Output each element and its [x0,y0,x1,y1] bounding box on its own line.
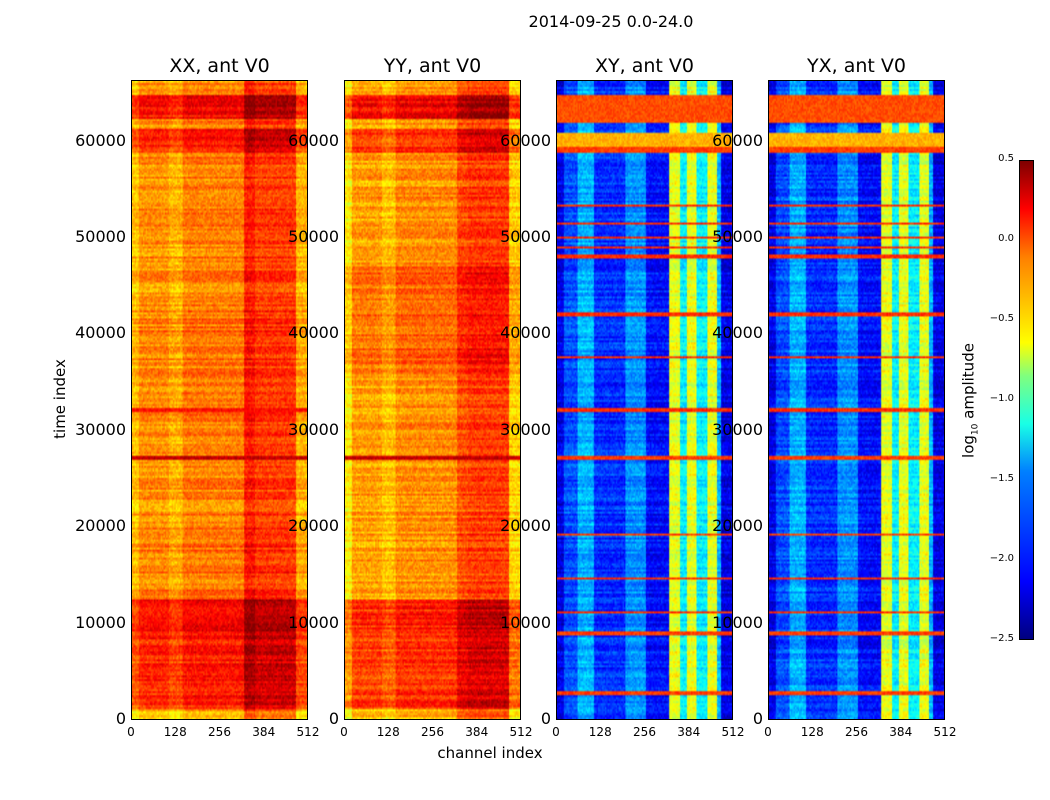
y-tick-label: 20000 [712,516,763,536]
y-tick-label: 10000 [712,612,763,632]
y-tick-label: 60000 [500,130,551,150]
x-tick-label: 128 [163,725,187,739]
x-tick-label: 384 [889,725,913,739]
y-tick-label: 40000 [288,323,339,343]
panel-title: YY, ant V0 [383,55,482,77]
colorbar-tick-label: −1.5 [989,473,1014,484]
x-tick-label: 0 [552,725,560,739]
heatmap-panel [768,80,945,720]
y-tick-label: 20000 [75,516,126,536]
x-tick-label: 128 [588,725,612,739]
x-tick-label: 512 [509,725,533,739]
y-tick-label: 30000 [500,419,551,439]
heatmap-image [769,81,944,719]
y-tick-label: 20000 [288,516,339,536]
x-tick-label: 512 [296,725,320,739]
heatmap-image [132,81,307,719]
panel-title: XX, ant V0 [169,55,270,77]
y-tick-label: 20000 [500,516,551,536]
x-tick-label: 256 [421,725,444,739]
y-tick-label: 10000 [500,612,551,632]
x-tick-label: 0 [764,725,772,739]
y-tick-label: 30000 [288,419,339,439]
y-tick-label: 40000 [75,323,126,343]
panel-title: XY, ant V0 [595,55,694,77]
x-tick-label: 256 [208,725,231,739]
y-tick-label: 40000 [500,323,551,343]
x-tick-label: 256 [845,725,868,739]
y-tick-label: 0 [115,709,126,728]
heatmap-panel [556,80,733,720]
y-axis-label: time index [51,359,69,439]
x-tick-label: 0 [127,725,135,739]
figure-title: 2014-09-25 0.0-24.0 [528,12,694,31]
y-tick-label: 30000 [712,419,763,439]
x-tick-label: 0 [340,725,348,739]
x-tick-label: 128 [800,725,824,739]
colorbar-tick-label: −0.5 [989,313,1014,324]
y-tick-label: 10000 [288,612,339,632]
panel-title: YX, ant V0 [807,55,906,77]
x-tick-label: 384 [465,725,489,739]
y-tick-label: 50000 [500,227,551,247]
y-tick-label: 40000 [712,323,763,343]
colorbar-tick-label: 0.0 [998,233,1014,244]
x-tick-label: 256 [633,725,656,739]
heatmap-image [557,81,732,719]
x-tick-label: 512 [721,725,745,739]
heatmap-panel [344,80,521,720]
y-tick-label: 30000 [75,419,126,439]
y-tick-label: 0 [328,709,339,728]
colorbar-label: log10 amplitude [959,343,981,458]
heatmap-panel [131,80,308,720]
colorbar-tick-label: −2.0 [989,553,1014,564]
x-tick-label: 512 [933,725,957,739]
colorbar [1019,160,1034,640]
y-tick-label: 50000 [288,227,339,247]
x-tick-label: 128 [376,725,400,739]
colorbar-tick-label: −2.5 [989,633,1014,644]
y-tick-label: 10000 [75,612,126,632]
colorbar-tick-label: 0.5 [998,153,1014,164]
y-tick-label: 0 [752,709,763,728]
y-tick-label: 0 [540,709,551,728]
y-tick-label: 60000 [75,130,126,150]
x-tick-label: 384 [252,725,276,739]
y-tick-label: 50000 [75,227,126,247]
y-tick-label: 60000 [288,130,339,150]
colorbar-tick-label: −1.0 [989,393,1014,404]
heatmap-image [345,81,520,719]
y-tick-label: 50000 [712,227,763,247]
x-tick-label: 384 [677,725,701,739]
y-tick-label: 60000 [712,130,763,150]
x-axis-label: channel index [437,744,543,762]
